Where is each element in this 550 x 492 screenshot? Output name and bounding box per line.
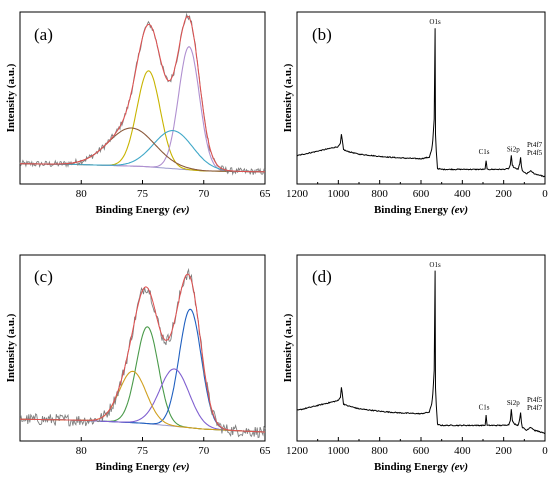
fit-envelope xyxy=(20,15,265,173)
fit-component-3 xyxy=(20,368,266,433)
x-tick-label: 80 xyxy=(76,188,88,200)
peak-label-pt4f7: Pt4f7 xyxy=(527,141,543,149)
survey-spectrum-line xyxy=(296,270,546,435)
x-axis-title: Binding Energy (ev) xyxy=(374,204,468,216)
fit-component-2 xyxy=(20,46,265,173)
peak-label-o1s: O1s xyxy=(429,261,441,269)
x-tick-label: 70 xyxy=(198,445,210,457)
peak-label-c1s: C1s xyxy=(479,403,490,411)
x-tick-label: 75 xyxy=(137,445,149,457)
survey-spectrum-line xyxy=(296,28,546,178)
x-tick-label: 400 xyxy=(454,188,471,200)
x-tick-label: 400 xyxy=(454,445,471,457)
x-tick-label: 600 xyxy=(413,445,430,457)
fit-component-4 xyxy=(20,127,265,173)
y-axis-title: Intensity (a.u.) xyxy=(282,63,294,132)
peak-label-c1s: C1s xyxy=(479,148,490,156)
x-axis-title: Binding Energy (ev) xyxy=(95,461,189,473)
peak-label-si2p: Si2p xyxy=(507,146,520,154)
peak-label-pt4f7: Pt4f7 xyxy=(527,404,543,412)
x-axis-title: Binding Energy (ev) xyxy=(95,204,189,216)
fit-envelope xyxy=(20,273,266,433)
x-tick-label: 65 xyxy=(260,188,272,200)
peak-label-si2p: Si2p xyxy=(507,399,520,407)
x-tick-label: 1000 xyxy=(327,445,350,457)
y-axis-title: Intensity (a.u.) xyxy=(5,313,17,382)
chart-panel-a: (a) 80 75 70 65 Binding Energy (ev) Intensity … xyxy=(5,11,272,216)
chart-panel-d: (d) 1200 1000 800 600 400 200 0 Binding Energy (… xyxy=(282,254,548,473)
plot-frame xyxy=(296,11,546,185)
x-tick-label: 0 xyxy=(542,188,548,200)
x-axis-title: Binding Energy (ev) xyxy=(374,461,468,473)
x-tick-label: 600 xyxy=(413,188,430,200)
x-tick-label: 70 xyxy=(198,188,210,200)
plot-frame xyxy=(19,254,266,442)
fit-component-1 xyxy=(20,70,265,173)
peak-label-pt4f5: Pt4f5 xyxy=(527,149,543,157)
fit-component-3 xyxy=(20,130,265,173)
peak-label-pt4f5: Pt4f5 xyxy=(527,396,543,404)
chart-panel-c: (c) 80 75 70 65 Binding Energy (ev) Intensity … xyxy=(5,254,272,473)
x-tick-label: 1200 xyxy=(286,188,309,200)
x-tick-label: 200 xyxy=(495,445,512,457)
x-tick-label: 0 xyxy=(542,445,548,457)
panel-label: (c) xyxy=(34,267,53,286)
x-tick-label: 200 xyxy=(495,188,512,200)
fit-component-2 xyxy=(20,308,266,433)
x-tick-label: 1000 xyxy=(327,188,350,200)
raw-data-line xyxy=(19,267,266,439)
x-tick-label: 800 xyxy=(371,445,388,457)
x-tick-label: 65 xyxy=(260,445,272,457)
x-tick-label: 1200 xyxy=(286,445,309,457)
x-tick-label: 75 xyxy=(137,188,149,200)
y-axis-title: Intensity (a.u.) xyxy=(282,313,294,382)
chart-panel-b: (b) 1200 1000 800 600 400 200 0 Binding Energy (… xyxy=(282,11,548,216)
x-tick-label: 800 xyxy=(371,188,388,200)
y-axis-title: Intensity (a.u.) xyxy=(5,63,17,132)
x-tick-label: 80 xyxy=(76,445,88,457)
panel-label: (a) xyxy=(34,25,53,44)
peak-label-o1s: O1s xyxy=(429,18,441,26)
panel-label: (b) xyxy=(312,25,332,44)
panel-label: (d) xyxy=(312,267,332,286)
